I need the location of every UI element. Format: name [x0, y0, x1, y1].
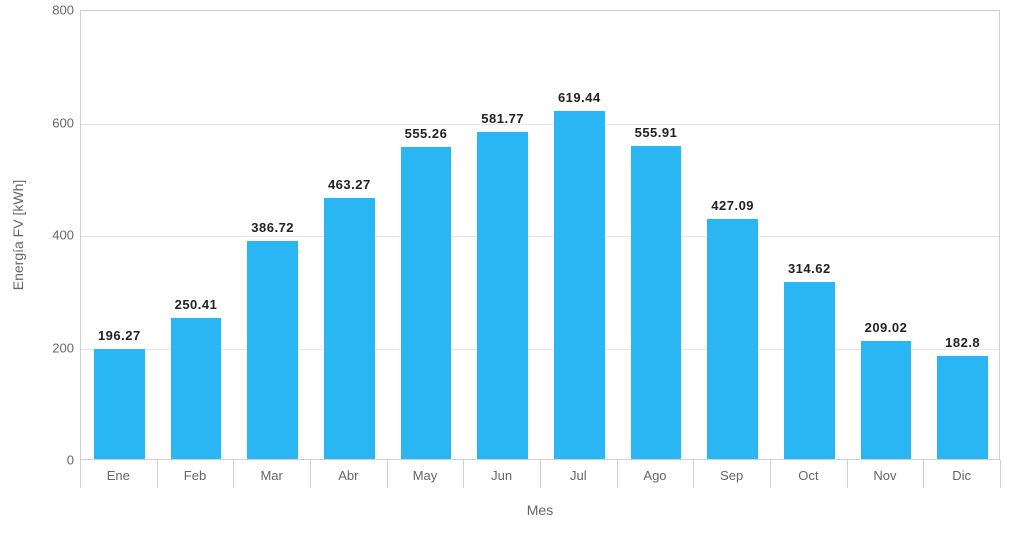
bar-value-label: 555.91	[618, 125, 695, 140]
bar	[94, 349, 145, 459]
x-tick-divider	[693, 460, 694, 488]
bar-slot: 386.72	[234, 11, 311, 459]
bar-value-label: 463.27	[311, 177, 388, 192]
y-tick-label: 600	[34, 115, 74, 130]
x-tick-label: Feb	[157, 468, 234, 483]
x-tick-divider	[233, 460, 234, 488]
bar-value-label: 427.09	[694, 198, 771, 213]
bar-value-label: 619.44	[541, 90, 618, 105]
bar-value-label: 196.27	[81, 328, 158, 343]
x-tick-divider	[923, 460, 924, 488]
x-tick-divider	[617, 460, 618, 488]
x-tick-divider	[847, 460, 848, 488]
bar-slot: 209.02	[848, 11, 925, 459]
bar-slot: 182.8	[924, 11, 1001, 459]
bar	[631, 146, 682, 459]
x-tick-divider	[1000, 460, 1001, 488]
x-tick-divider	[80, 460, 81, 488]
bar-slot: 250.41	[158, 11, 235, 459]
x-tick-label: Jun	[463, 468, 540, 483]
bar	[784, 282, 835, 459]
bar	[171, 318, 222, 459]
x-tick-label: Nov	[847, 468, 924, 483]
x-tick-label: Sep	[693, 468, 770, 483]
x-tick-label: Ago	[617, 468, 694, 483]
bar-value-label: 250.41	[158, 297, 235, 312]
bar-value-label: 555.26	[388, 126, 465, 141]
bar	[477, 132, 528, 459]
plot-area: 196.27 250.41 386.72 463.27 555.26581.77619.…	[80, 10, 1000, 460]
bar-value-label: 386.72	[234, 220, 311, 235]
bar-slot: 463.27	[311, 11, 388, 459]
y-axis-title: Energía FV [kWh]	[10, 180, 26, 290]
bar	[861, 341, 912, 459]
y-tick-label: 0	[34, 453, 74, 468]
x-tick-label: May	[387, 468, 464, 483]
bar-slot: 581.77	[464, 11, 541, 459]
x-tick-label: Mar	[233, 468, 310, 483]
bars-container: 196.27 250.41 386.72 463.27 555.26581.77619.…	[81, 11, 999, 459]
bar	[707, 219, 758, 459]
bar-slot: 196.27	[81, 11, 158, 459]
x-tick-label: Oct	[770, 468, 847, 483]
bar-value-label: 209.02	[848, 320, 925, 335]
x-tick-divider	[463, 460, 464, 488]
bar-value-label: 581.77	[464, 111, 541, 126]
x-tick-divider	[310, 460, 311, 488]
x-tick-divider	[770, 460, 771, 488]
x-tick-label: Abr	[310, 468, 387, 483]
bar-slot: 555.26	[388, 11, 465, 459]
bar-value-label: 182.8	[924, 335, 1001, 350]
bar	[324, 198, 375, 459]
x-axis-title: Mes	[80, 502, 1000, 518]
bar	[554, 111, 605, 459]
x-tick-divider	[157, 460, 158, 488]
bar	[247, 241, 298, 459]
y-tick-label: 200	[34, 340, 74, 355]
y-tick-label: 400	[34, 228, 74, 243]
bar	[937, 356, 988, 459]
bar-value-label: 314.62	[771, 261, 848, 276]
x-tick-label: Dic	[923, 468, 1000, 483]
bar-slot: 314.62	[771, 11, 848, 459]
pv-energy-bar-chart: Energía FV [kWh] 0 200 400 600 800 196.27 250…	[0, 0, 1024, 537]
y-tick-label: 800	[34, 3, 74, 18]
bar-slot: 619.44	[541, 11, 618, 459]
x-tick-divider	[540, 460, 541, 488]
x-tick-label: Jul	[540, 468, 617, 483]
x-tick-label: Ene	[80, 468, 157, 483]
bar-slot: 555.91	[618, 11, 695, 459]
bar	[401, 147, 452, 459]
bar-slot: 427.09	[694, 11, 771, 459]
x-tick-divider	[387, 460, 388, 488]
